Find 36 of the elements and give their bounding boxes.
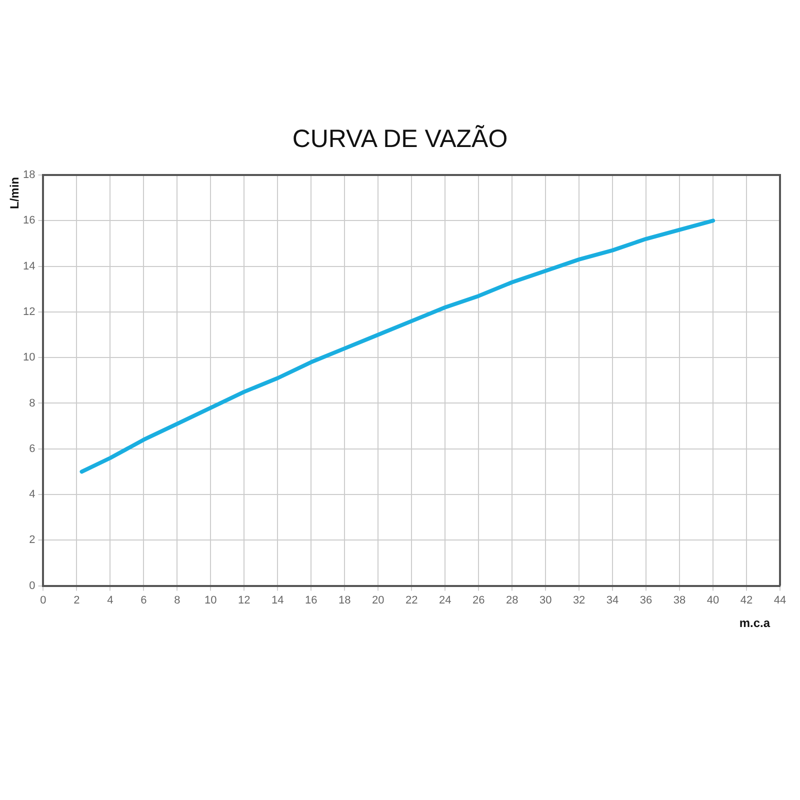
y-tick-label: 8 xyxy=(29,397,36,410)
x-tick-label: 2 xyxy=(74,594,80,606)
x-tick-label: 4 xyxy=(107,594,114,606)
x-tick-label: 42 xyxy=(740,594,753,606)
x-tick-label: 36 xyxy=(640,594,652,606)
x-tick-label: 16 xyxy=(305,594,318,606)
x-tick-label: 0 xyxy=(40,594,46,606)
y-axis-title: L/min xyxy=(8,177,22,209)
x-tick-label: 8 xyxy=(174,594,180,606)
y-tick-label: 18 xyxy=(22,169,36,182)
x-tick-label: 30 xyxy=(539,594,552,606)
x-axis-title: m.c.a xyxy=(739,616,770,630)
x-tick-label: 24 xyxy=(438,594,452,606)
y-tick-label: 16 xyxy=(22,214,36,227)
y-tick-label: 14 xyxy=(22,260,36,272)
x-tick-label: 6 xyxy=(140,594,147,606)
x-tick-label: 34 xyxy=(606,594,619,606)
x-tick-label: 20 xyxy=(372,594,384,606)
x-tick-label: 40 xyxy=(706,594,720,606)
x-tick-label: 32 xyxy=(572,594,586,606)
y-tick-label: 2 xyxy=(29,534,36,546)
x-tick-label: 38 xyxy=(673,594,686,606)
x-tick-label: 10 xyxy=(204,594,217,606)
x-tick-label: 22 xyxy=(405,594,418,606)
x-tick-label: 26 xyxy=(472,594,485,606)
x-tick-label: 44 xyxy=(774,594,786,606)
x-tick-label: 14 xyxy=(272,594,284,606)
y-tick-label: 10 xyxy=(22,352,36,364)
y-tick-label: 0 xyxy=(29,580,36,592)
x-tick-label: 18 xyxy=(338,594,351,606)
x-tick-label: 28 xyxy=(506,594,518,606)
y-tick-label: 6 xyxy=(29,442,36,455)
x-tick-label: 12 xyxy=(238,594,250,606)
y-tick-label: 4 xyxy=(29,488,36,501)
chart-title: CURVA DE VAZÃO xyxy=(291,125,509,154)
y-tick-label: 12 xyxy=(22,306,36,318)
